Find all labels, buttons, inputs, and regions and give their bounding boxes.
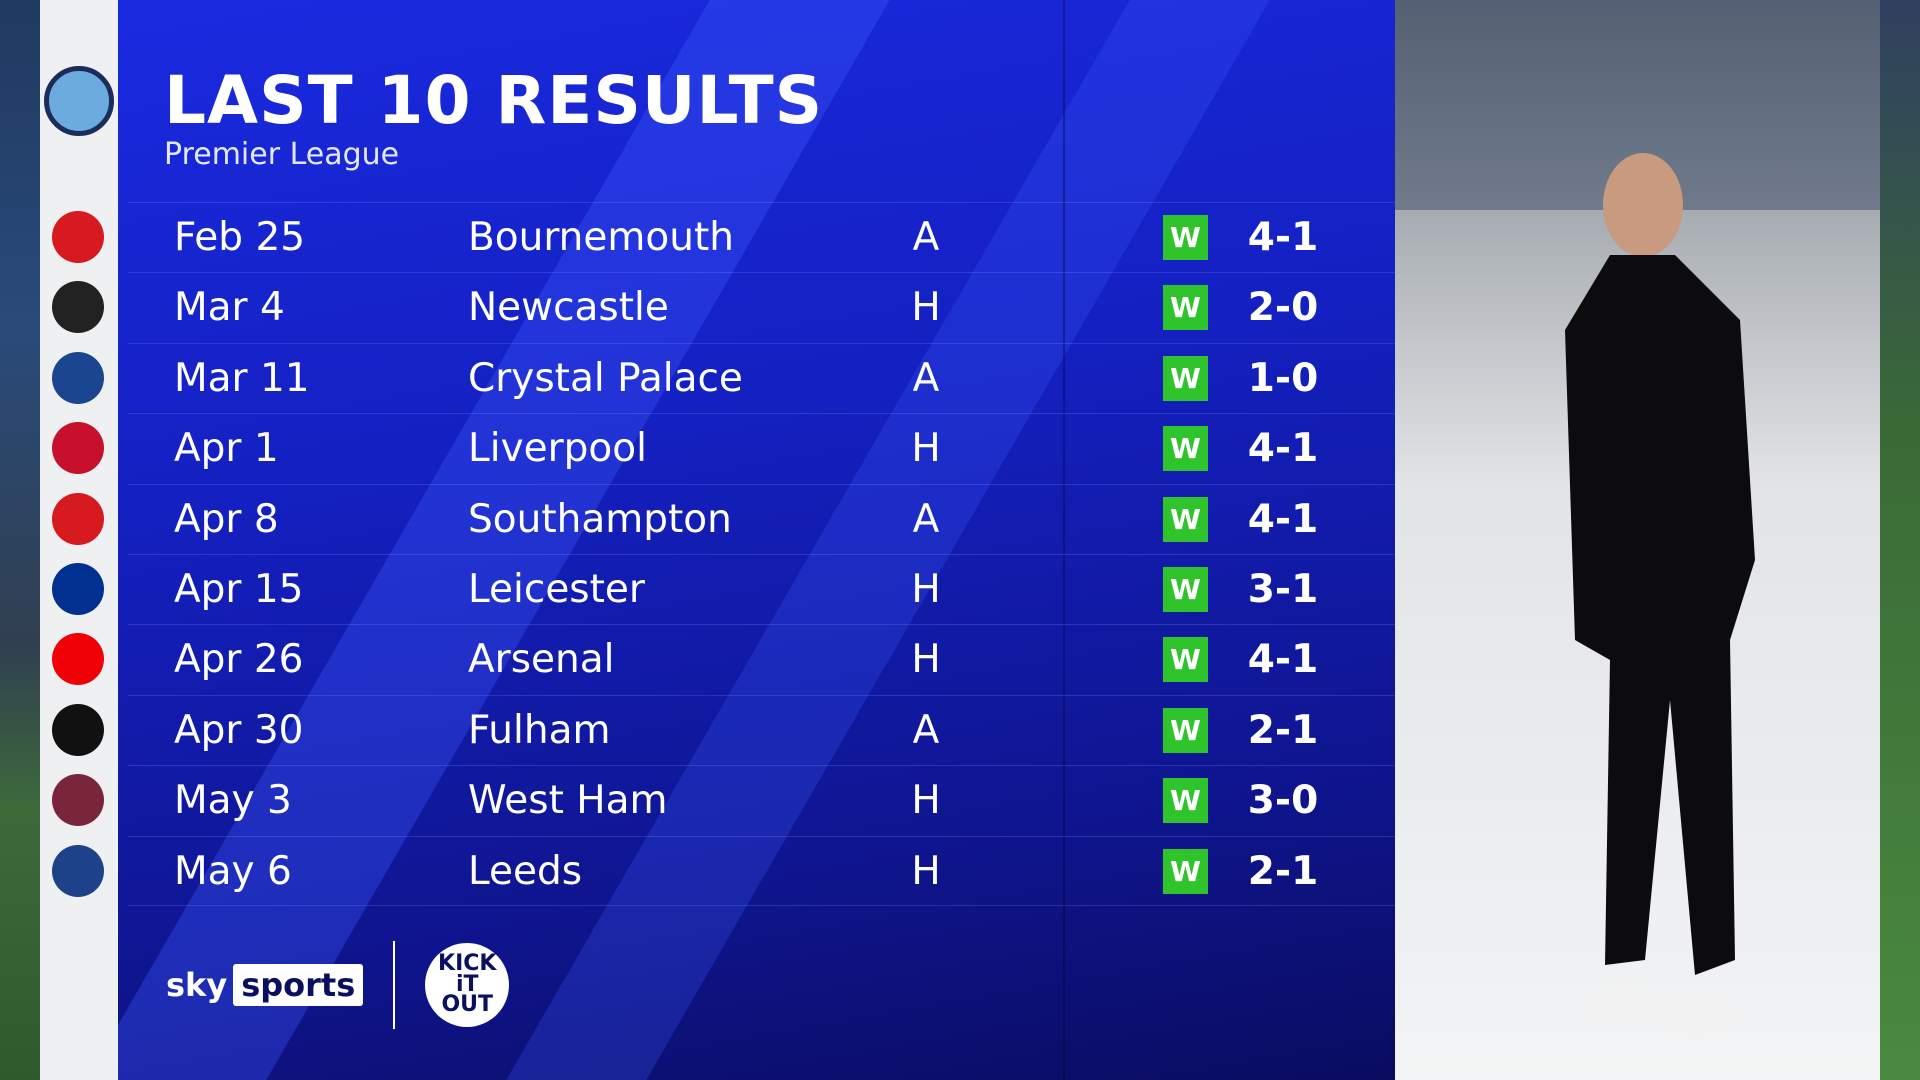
result-badge: W	[1163, 778, 1208, 824]
footer-logos: sky sports KICK iT OUT	[166, 935, 510, 1035]
opponent-name: Arsenal	[468, 637, 615, 683]
manager-photo	[1395, 0, 1880, 1080]
opponent-crest-icon	[52, 844, 104, 897]
result-badge: W	[1163, 496, 1208, 542]
stadium-background-left	[0, 0, 40, 1080]
sky-sports-logo: sky sports	[166, 964, 364, 1006]
opponent-crest-icon	[52, 703, 104, 756]
result-row: Feb 25 Bournemouth A W 4-1	[128, 202, 1395, 272]
result-badge: W	[1163, 426, 1208, 472]
result-badge: W	[1163, 848, 1208, 894]
opponent-crest-icon	[52, 351, 104, 404]
result-badge: W	[1163, 637, 1208, 683]
kick-text: KICK	[438, 950, 497, 976]
page-title: LAST 10 RESULTS	[164, 62, 824, 139]
it-text: iT	[455, 971, 479, 997]
match-date: Apr 26	[174, 637, 304, 683]
match-date: Apr 8	[174, 496, 279, 542]
venue: A	[912, 355, 940, 401]
score: 4-1	[1247, 426, 1319, 472]
venue: H	[911, 426, 941, 472]
footer-divider	[393, 941, 396, 1029]
score: 2-1	[1247, 848, 1319, 894]
venue: H	[911, 778, 941, 824]
score: 1-0	[1247, 355, 1319, 401]
competition-subtitle: Premier League	[164, 137, 400, 172]
score: 4-1	[1247, 215, 1319, 260]
result-row: May 6 Leeds H W 2-1	[128, 835, 1395, 906]
table-bottom-line	[128, 905, 1395, 906]
opponent-crest-icon	[52, 563, 104, 615]
result-row: Apr 15 Leicester H W 3-1	[128, 554, 1395, 624]
match-date: Mar 11	[174, 355, 310, 401]
venue: H	[911, 637, 941, 683]
match-date: Apr 1	[174, 426, 279, 472]
venue: A	[912, 496, 940, 542]
result-row: Apr 1 Liverpool H W 4-1	[128, 413, 1395, 483]
opponent-name: Southampton	[468, 496, 732, 542]
opponent-name: Fulham	[468, 707, 611, 753]
result-row: Mar 4 Newcastle H W 2-0	[128, 272, 1395, 342]
score: 4-1	[1247, 496, 1319, 542]
stadium-background-right	[1880, 0, 1920, 1080]
match-date: Mar 4	[174, 285, 285, 331]
opponent-crest-icon	[52, 492, 104, 545]
column-divider	[1063, 0, 1065, 1080]
opponent-crest-icon	[52, 281, 104, 334]
score: 4-1	[1247, 637, 1319, 683]
result-badge: W	[1163, 355, 1208, 401]
match-date: Apr 15	[174, 567, 304, 612]
results-panel: LAST 10 RESULTS Premier League Feb 25 Bo…	[118, 0, 1395, 1080]
result-row: Apr 26 Arsenal H W 4-1	[128, 624, 1395, 694]
out-text: OUT	[441, 992, 494, 1018]
match-date: May 3	[174, 778, 292, 824]
opponent-crest-icon	[52, 211, 104, 263]
man-city-crest-icon	[44, 66, 114, 136]
score: 2-0	[1247, 285, 1319, 331]
venue: A	[912, 215, 940, 260]
venue: H	[911, 567, 941, 612]
result-badge: W	[1163, 285, 1208, 331]
match-date: Feb 25	[174, 215, 306, 260]
result-row: Apr 30 Fulham A W 2-1	[128, 694, 1395, 765]
opponent-name: Crystal Palace	[468, 355, 743, 401]
opponent-name: Newcastle	[468, 285, 669, 331]
opponent-name: Leicester	[468, 567, 645, 612]
result-badge: W	[1163, 707, 1208, 753]
opponent-crest-icon	[52, 633, 104, 686]
score: 3-1	[1247, 567, 1319, 612]
kick-it-out-logo: KICK iT OUT	[425, 943, 510, 1027]
match-date: May 6	[174, 848, 292, 894]
opponent-name: Bournemouth	[468, 215, 734, 260]
opponent-crest-icon	[52, 422, 104, 475]
result-badge: W	[1163, 215, 1208, 260]
match-date: Apr 30	[174, 707, 304, 753]
result-badge: W	[1163, 567, 1208, 612]
sky-text: sky	[166, 966, 228, 1004]
venue: H	[911, 848, 941, 894]
result-row: Mar 11 Crystal Palace A W 1-0	[128, 342, 1395, 413]
sports-text: sports	[233, 964, 364, 1006]
venue: A	[912, 707, 940, 753]
opponent-crest-icon	[52, 774, 104, 827]
manager-silhouette-image	[1395, 0, 1880, 1033]
result-row: May 3 West Ham H W 3-0	[128, 765, 1395, 835]
score: 3-0	[1247, 778, 1319, 824]
crest-column	[40, 0, 118, 1080]
opponent-name: Liverpool	[468, 426, 647, 472]
score: 2-1	[1247, 707, 1319, 753]
venue: H	[911, 285, 941, 331]
opponent-name: West Ham	[468, 778, 668, 824]
result-row: Apr 8 Southampton A W 4-1	[128, 483, 1395, 554]
opponent-name: Leeds	[468, 848, 583, 894]
